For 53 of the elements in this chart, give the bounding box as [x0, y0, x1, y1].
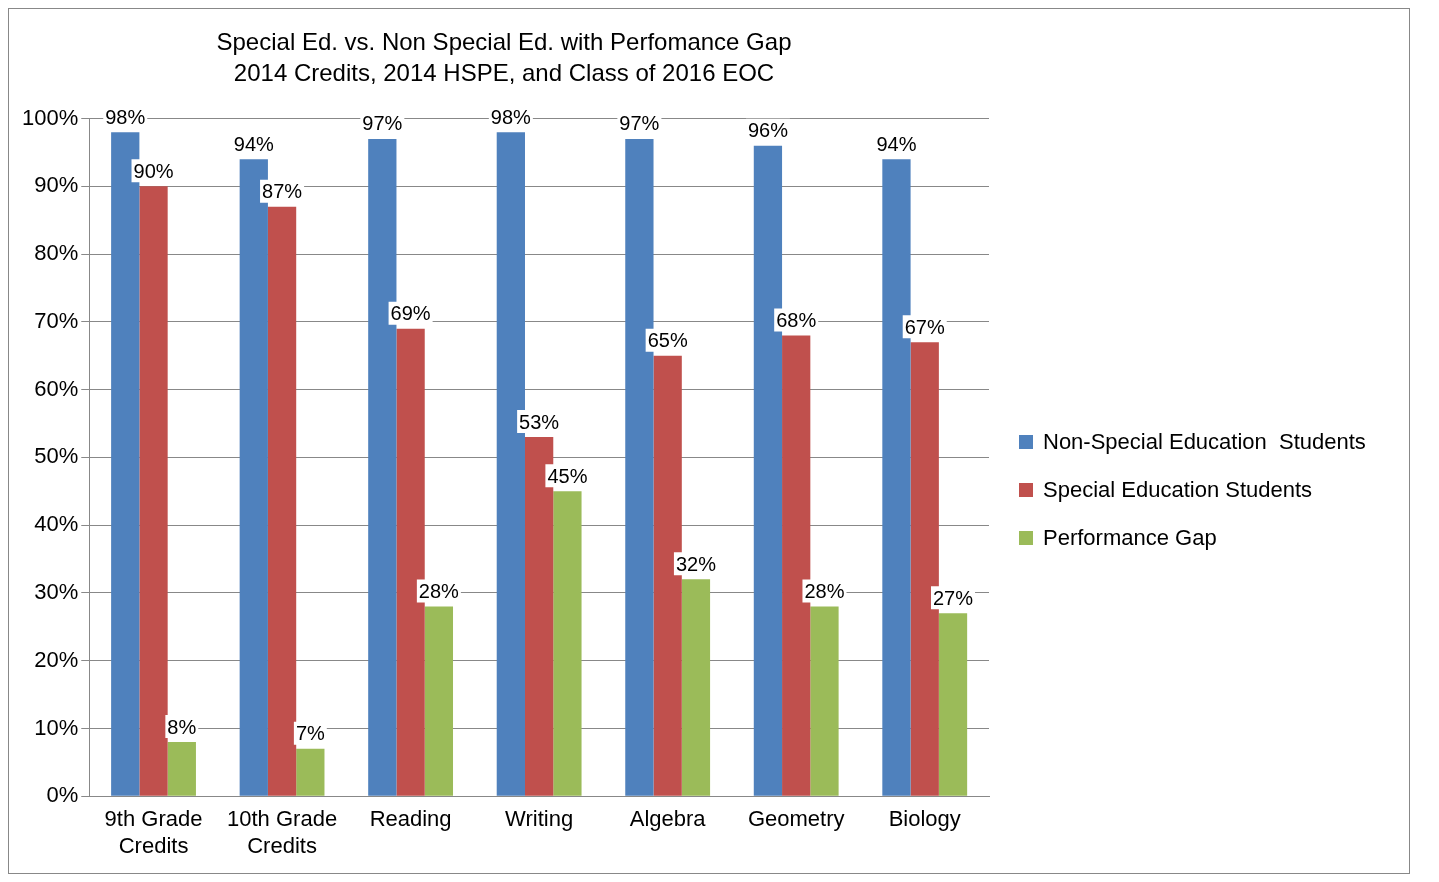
data-label: 90% [133, 159, 174, 182]
data-label: 98% [490, 105, 532, 128]
x-tick-label: 10th Grade Credits [227, 806, 338, 858]
bar [810, 606, 839, 796]
bar [424, 606, 454, 796]
bar [296, 748, 325, 796]
x-tick-label: Algebra [629, 806, 707, 832]
y-tick-label: 20% [34, 646, 79, 672]
y-tick-label: 90% [34, 172, 79, 198]
legend-label: Special Education Students [1043, 477, 1313, 503]
data-label: 68% [776, 308, 817, 331]
data-label: 96% [747, 119, 789, 142]
y-tick-label: 80% [34, 240, 79, 266]
legend-label: Performance Gap [1043, 525, 1217, 551]
data-label: 28% [418, 579, 460, 602]
data-label: 98% [105, 105, 146, 128]
bar [681, 579, 711, 796]
bar [938, 613, 968, 796]
data-label: 94% [233, 132, 275, 155]
y-tick-label: 60% [34, 375, 79, 401]
x-tick-label: 9th Grade Credits [104, 806, 203, 858]
y-tick-label: 30% [34, 578, 79, 604]
bar [267, 206, 297, 796]
y-tick-label: 0% [46, 782, 79, 808]
chart-title: Special Ed. vs. Non Special Ed. with Perfomance Gap [216, 28, 792, 56]
data-label: 65% [647, 329, 688, 352]
x-tick-label: Biology [888, 806, 961, 832]
y-tick-label: 70% [34, 307, 79, 333]
data-label: 97% [619, 112, 660, 135]
y-tick-label: 50% [34, 443, 79, 469]
bar [553, 491, 582, 796]
x-tick-label: Geometry [747, 806, 845, 832]
y-tick-label: 40% [34, 511, 79, 537]
data-label: 45% [547, 464, 588, 487]
data-label: 87% [262, 180, 303, 203]
data-label: 28% [804, 579, 845, 602]
legend-label: Non-Special Education Students [1043, 429, 1366, 455]
data-label: 69% [390, 302, 431, 325]
data-label: 8% [167, 715, 197, 738]
x-tick-label: Writing [505, 806, 574, 832]
y-tick-label: 10% [34, 714, 79, 740]
bar [167, 741, 196, 796]
chart-subtitle: 2014 Credits, 2014 HSPE, and Class of 2016 EOC [233, 58, 775, 86]
data-label: 27% [933, 586, 974, 609]
data-label: 67% [904, 315, 945, 338]
data-label: 94% [876, 132, 917, 155]
y-tick-label: 100% [21, 104, 79, 130]
bar [139, 186, 168, 796]
data-label: 7% [295, 722, 326, 745]
data-label: 32% [675, 552, 717, 575]
data-label: 53% [519, 410, 560, 433]
data-label: 97% [362, 112, 403, 135]
x-tick-label: Reading [369, 806, 452, 832]
